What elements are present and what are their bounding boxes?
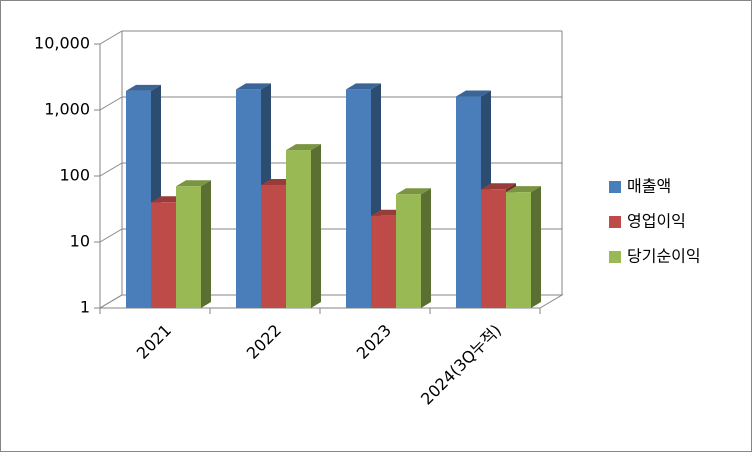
bar-side — [201, 180, 211, 308]
bar-top — [456, 90, 491, 97]
y-tick-label: 1,000 — [44, 100, 90, 119]
bar-top — [481, 183, 516, 190]
y-tick-label: 100 — [59, 166, 90, 185]
bar-top — [346, 83, 381, 90]
bar-side — [531, 186, 541, 308]
bar-front — [286, 150, 311, 308]
legend-swatch — [609, 181, 621, 193]
y-tick-label: 10,000 — [34, 34, 90, 53]
grid-line-side — [99, 228, 123, 243]
bar-top — [286, 144, 321, 151]
y-tick-label: 10 — [70, 232, 90, 251]
grid-line-side — [99, 162, 123, 177]
bar-front — [126, 90, 151, 308]
legend-swatch — [609, 251, 621, 263]
bar — [176, 180, 211, 308]
bar-top — [176, 180, 211, 187]
bar-top — [126, 84, 161, 91]
y-tick-label: 1 — [80, 298, 90, 317]
bar-front — [236, 89, 261, 308]
bar — [396, 188, 431, 308]
bar-top — [236, 83, 271, 90]
bar-side — [421, 188, 431, 308]
bar-front — [346, 89, 371, 308]
bar-top — [506, 186, 541, 193]
bar-front — [151, 202, 176, 308]
bar-front — [176, 186, 201, 308]
grid-line-side — [99, 294, 123, 309]
bar-front — [371, 215, 396, 308]
bar — [506, 186, 541, 308]
legend-label: 영업이익 — [627, 212, 686, 231]
legend-label: 매출액 — [627, 177, 671, 196]
bar — [286, 144, 321, 308]
legend-label: 당기순이익 — [627, 247, 701, 266]
grid-line-side — [99, 96, 123, 111]
bar-top — [396, 188, 431, 195]
bar-front — [506, 192, 531, 308]
bar-front — [456, 96, 481, 309]
grid-line-side — [99, 30, 123, 45]
legend-swatch — [609, 216, 621, 228]
bar-front — [481, 189, 506, 308]
bar-front — [396, 194, 421, 308]
bar-side — [311, 144, 321, 308]
bar-front — [261, 185, 286, 308]
